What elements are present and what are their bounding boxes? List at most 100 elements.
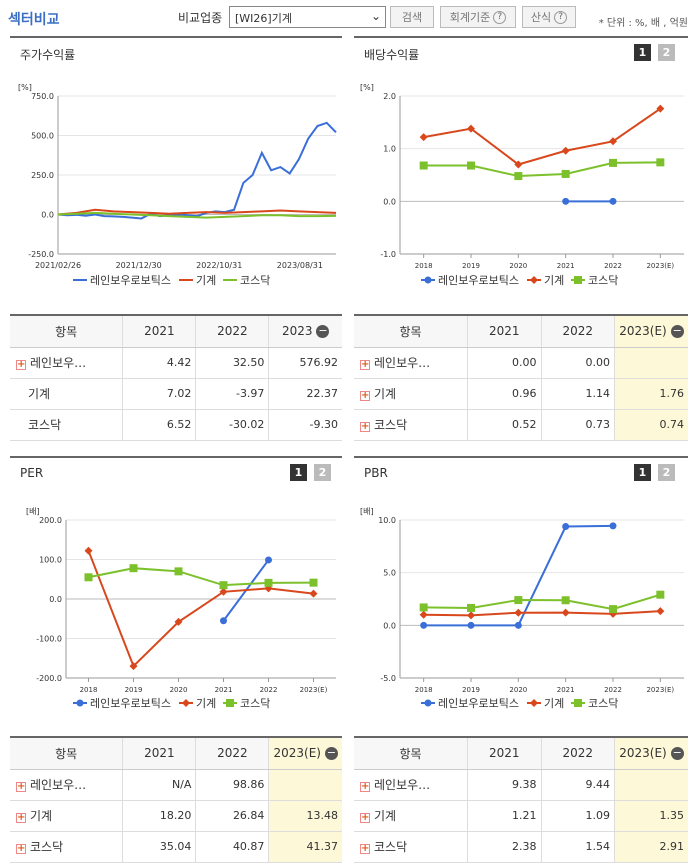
column-header: 2023−	[268, 314, 342, 348]
data-point	[129, 564, 138, 573]
per-table: 항목 2021 2022 2023(E) − + 레인보우… N/A 98.86 + 기계 18.20…	[10, 736, 342, 863]
data-point	[84, 573, 93, 582]
collapse-icon[interactable]: −	[670, 324, 684, 339]
formula-button[interactable]: 산식 ?	[522, 6, 576, 28]
expand-icon[interactable]: +	[360, 781, 370, 792]
legend-label: 코스닥	[240, 274, 270, 287]
row-name: + 레인보우…	[10, 347, 123, 379]
page-1-button[interactable]: 1	[290, 464, 307, 481]
y-tick-label: 100.0	[39, 556, 62, 565]
collapse-icon[interactable]: −	[316, 324, 330, 339]
data-point	[609, 158, 617, 167]
x-tick-label: 2023/08/31	[277, 261, 323, 270]
page-2-button[interactable]: 2	[658, 44, 675, 61]
table-cell: -9.30	[268, 409, 342, 441]
table-cell: 0.73	[540, 409, 615, 441]
x-tick-label: 2022	[604, 262, 622, 270]
per-panel-title: PER	[20, 466, 44, 480]
data-point	[514, 172, 523, 181]
stock-return-chart: [%]750.0 500.0 250.0 0.0 -250.0 2021/02/26 202…	[18, 83, 337, 287]
y-tick-label: -100.0	[36, 635, 62, 644]
data-point	[174, 617, 183, 626]
row-name: 코스닥	[10, 409, 123, 441]
data-point	[264, 578, 273, 587]
expand-icon[interactable]: +	[16, 812, 26, 823]
industry-label: 비교업종	[178, 10, 223, 25]
table-row: 코스닥 6.52 -30.02 -9.30	[10, 409, 342, 441]
table-cell: -30.02	[195, 409, 269, 441]
search-button[interactable]: 검색	[390, 6, 434, 28]
row-name: + 레인보우…	[354, 347, 468, 379]
page-2-button[interactable]: 2	[314, 464, 331, 481]
x-tick-label: 2019	[462, 686, 480, 694]
page-1-button[interactable]: 1	[634, 44, 651, 61]
expand-icon[interactable]: +	[16, 843, 26, 854]
y-tick-label: 2.0	[383, 92, 396, 101]
collapse-icon[interactable]: −	[670, 746, 684, 761]
section-title: 섹터비교	[8, 12, 60, 28]
industry-select[interactable]: [WI26]기계 ⌄	[229, 6, 386, 28]
y-tick-label: 0.0	[383, 197, 396, 206]
y-tick-label: 200.0	[39, 516, 62, 525]
expand-icon[interactable]: +	[16, 781, 26, 792]
table-row: + 기계 18.20 26.84 13.48	[10, 800, 342, 832]
row-name: 기계	[10, 378, 123, 410]
y-tick-label: -200.0	[36, 674, 62, 683]
data-point	[656, 590, 665, 599]
table-cell: 1.09	[540, 800, 615, 832]
data-point	[219, 587, 228, 596]
data-point	[562, 197, 570, 205]
table-cell: 98.86	[195, 769, 269, 801]
x-tick-label: 2021	[557, 686, 575, 694]
data-point	[562, 523, 570, 531]
per-panel: PER 1 2 [배] 200.0 100.0 0.0 -100.0 -200.0 2018…	[10, 456, 342, 716]
column-header: 2023(E) −	[268, 736, 342, 770]
axis-unit: [배]	[360, 507, 374, 516]
legend-label: 기계	[544, 697, 564, 710]
column-header: 2021	[467, 736, 542, 770]
table-cell: 13.48	[268, 800, 342, 832]
y-tick-label: 5.0	[383, 569, 396, 578]
page-2-button[interactable]: 2	[658, 464, 675, 481]
table-cell	[268, 769, 342, 801]
column-header: 2022	[195, 314, 269, 348]
data-point	[76, 699, 84, 707]
pbr-panel-title: PBR	[364, 466, 388, 480]
header-bar: 섹터비교 비교업종 [WI26]기계 ⌄ 검색 회계기준 ? 산식 ? * 단위…	[0, 0, 694, 36]
y-tick-label: -1.0	[380, 250, 396, 259]
y-tick-label: 0.0	[383, 621, 396, 630]
row-label: 기계	[28, 387, 51, 401]
dividend-chart: [%] 2.0 1.0 0.0 -1.0 2018 2019 2020 2021 2022 2023…	[360, 83, 684, 287]
table-cell: 22.37	[268, 378, 342, 410]
table-cell	[614, 769, 688, 801]
expand-icon[interactable]: +	[360, 812, 370, 823]
table-cell: 0.96	[467, 378, 542, 410]
row-label: 기계	[374, 809, 397, 823]
data-point	[561, 146, 570, 155]
x-tick-label: 2023(E)	[646, 686, 674, 694]
expand-icon[interactable]: +	[16, 359, 26, 370]
x-tick-label: 2021	[557, 262, 575, 270]
page-1-button[interactable]: 1	[634, 464, 651, 481]
table-cell: 1.14	[540, 378, 615, 410]
y-tick-label: 750.0	[31, 92, 54, 101]
table-cell: 0.00	[467, 347, 542, 379]
table-cell: 1.35	[614, 800, 688, 832]
data-point	[174, 567, 183, 576]
dividend-panel-title: 배당수익률	[364, 48, 420, 62]
data-point	[467, 611, 475, 620]
expand-icon[interactable]: +	[360, 421, 370, 432]
legend-label: 기계	[544, 274, 564, 287]
x-tick-label: 2021/02/26	[35, 261, 81, 270]
table-cell: 4.42	[122, 347, 196, 379]
expand-icon[interactable]: +	[360, 359, 370, 370]
expand-icon[interactable]: +	[360, 390, 370, 401]
data-point	[609, 605, 617, 614]
table-cell: N/A	[122, 769, 196, 801]
stock-panel-title: 주가수익률	[20, 48, 76, 62]
collapse-icon[interactable]: −	[324, 746, 338, 761]
row-label: 코스닥	[28, 418, 62, 432]
expand-icon[interactable]: +	[360, 843, 370, 854]
accounting-button[interactable]: 회계기준 ?	[440, 6, 516, 28]
series-line	[423, 107, 661, 166]
